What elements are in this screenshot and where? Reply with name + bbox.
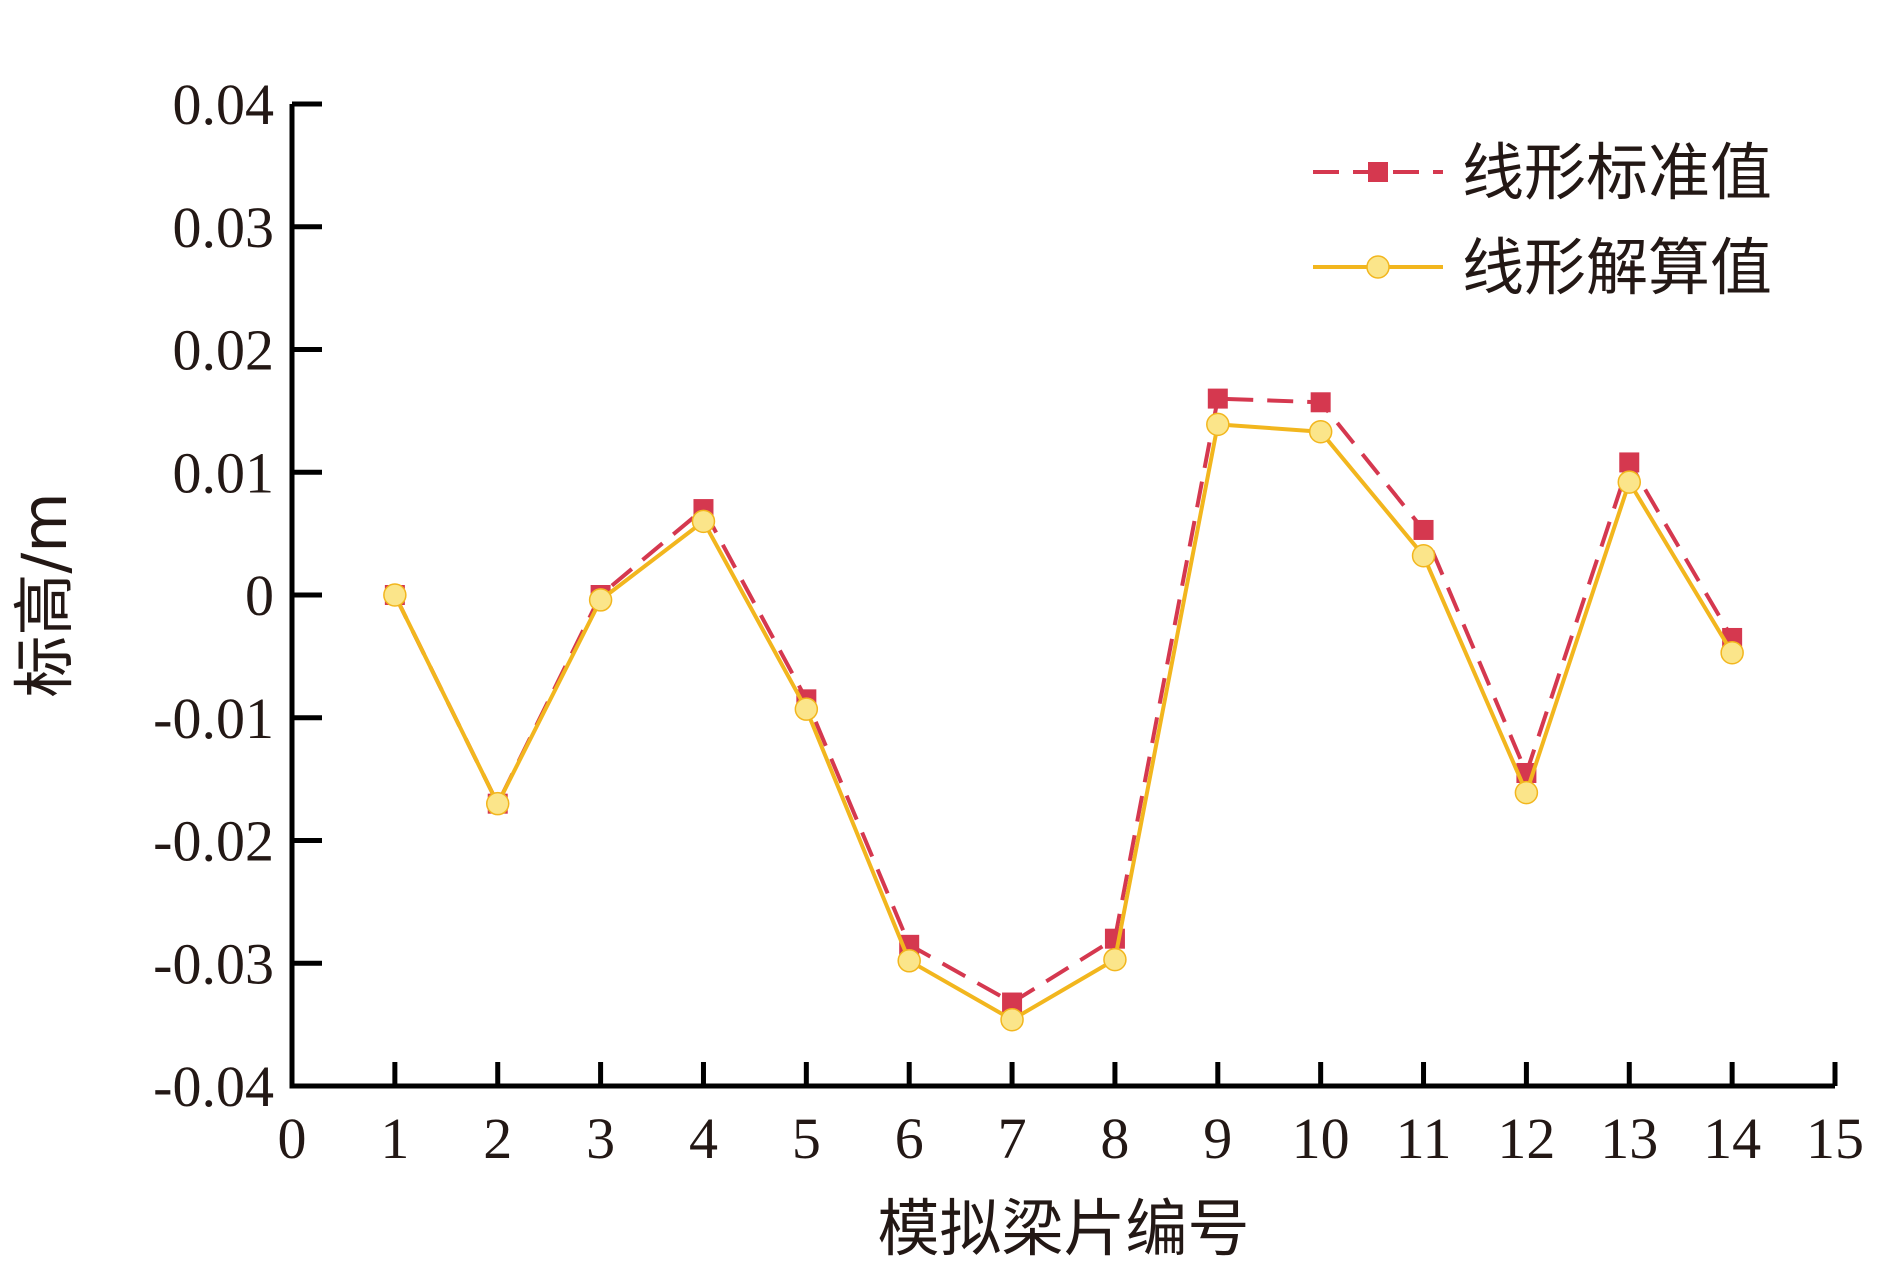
y-tick-label: -0.01 [153, 686, 274, 751]
y-tick-label: -0.03 [153, 931, 274, 996]
x-axis-title: 模拟梁片编号 [877, 1192, 1249, 1265]
data-point [588, 588, 613, 612]
x-tick-label: 5 [792, 1106, 821, 1171]
data-point [1103, 947, 1127, 972]
x-tick-label: 15 [1806, 1106, 1864, 1171]
y-ticks: 0.04 0.03 0.02 0.01 0 -0.01 -0.02 -0.03 -0.04 [153, 72, 322, 1119]
legend-marker [1366, 255, 1390, 279]
x-tick-label: 2 [483, 1106, 512, 1171]
y-tick-label: -0.02 [153, 809, 274, 874]
data-point [1308, 419, 1333, 444]
y-tick-label: 0.03 [173, 195, 275, 260]
data-point [1619, 452, 1640, 473]
y-axis-title: 标高/m [8, 492, 81, 697]
x-tick-label: 8 [1100, 1106, 1129, 1171]
data-point [897, 949, 921, 973]
axes: 0 1 2 3 4 5 6 7 8 9 10 11 12 13 14 15 0.040.030.020.010… [153, 72, 1864, 1171]
x-tick-label: 0 [278, 1106, 307, 1171]
x-tick-label: 4 [689, 1106, 718, 1171]
legend-label: 线形标准值 [1462, 136, 1772, 209]
y-tick-label: 0.02 [173, 318, 275, 383]
y-tick-label: -0.04 [153, 1054, 274, 1119]
x-tick-label: 12 [1497, 1106, 1555, 1171]
series-layer [383, 388, 1744, 1032]
x-tick-label: 10 [1292, 1106, 1350, 1171]
series-line [393, 396, 1734, 1005]
series-line [393, 422, 1734, 1022]
data-point [1310, 392, 1331, 413]
x-tick-label: 7 [998, 1106, 1027, 1171]
data-point [1206, 412, 1230, 437]
data-point [1000, 1007, 1024, 1032]
data-point [1411, 543, 1436, 568]
data-point [1514, 780, 1539, 805]
y-tick-label: 0.04 [173, 72, 275, 137]
data-point [794, 697, 819, 721]
data-point [1207, 388, 1228, 409]
y-tick-label: 0.01 [173, 440, 275, 505]
y-tick-label: 0 [245, 563, 274, 628]
data-point [691, 509, 716, 534]
data-point [1617, 470, 1642, 494]
data-point [383, 583, 407, 607]
x-tick-label: 1 [380, 1106, 409, 1171]
data-point [1002, 992, 1023, 1013]
x-ticks: 0 1 2 3 4 5 6 7 8 9 10 11 12 13 14 15 [278, 1062, 1864, 1171]
x-tick-label: 13 [1600, 1106, 1658, 1171]
x-tick-label: 3 [586, 1106, 615, 1171]
legend-item: 线形解算值 [1313, 231, 1772, 304]
x-tick-label: 9 [1203, 1106, 1232, 1171]
legend-item: 线形标准值 [1313, 136, 1772, 209]
data-point [485, 791, 510, 816]
x-tick-label: 11 [1396, 1106, 1452, 1171]
x-tick-label: 6 [895, 1106, 924, 1171]
data-point [1413, 519, 1434, 540]
data-point [1720, 640, 1744, 665]
series-2 [383, 412, 1744, 1032]
series-1 [384, 388, 1743, 1013]
legend-label: 线形解算值 [1462, 231, 1772, 304]
legend-marker [1368, 162, 1388, 182]
x-tick-label: 14 [1703, 1106, 1761, 1171]
